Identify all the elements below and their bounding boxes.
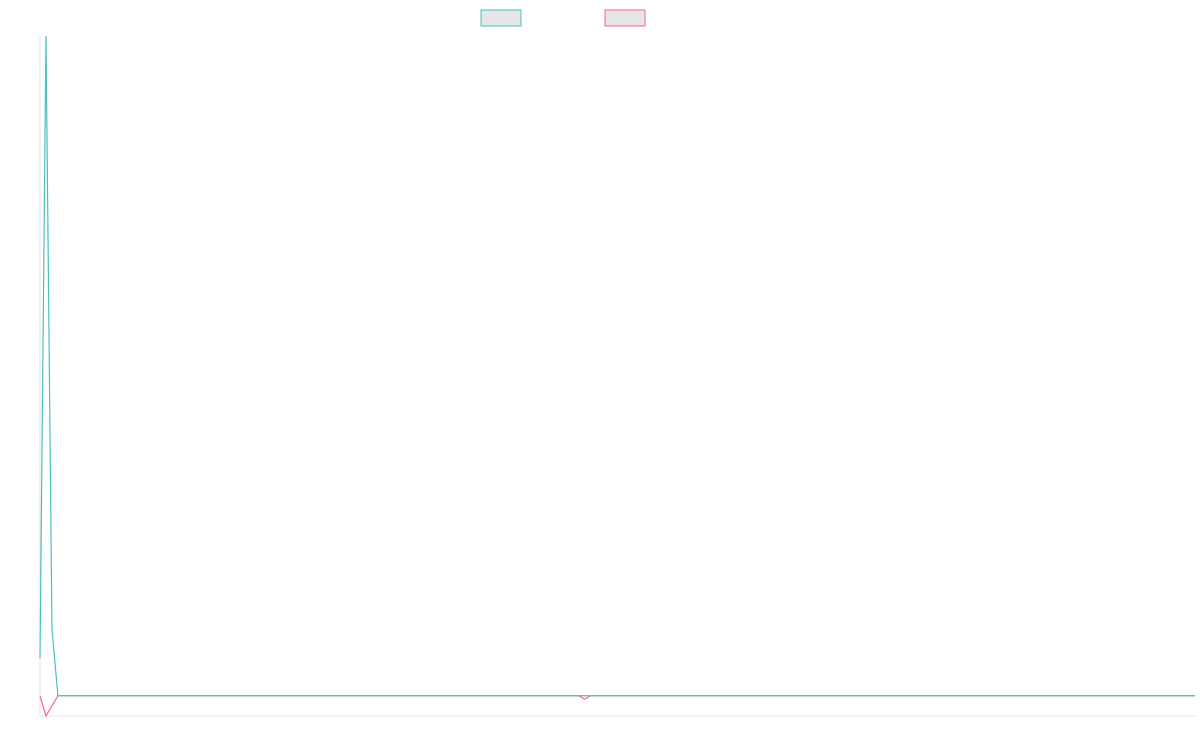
legend-swatch-1[interactable] [480,9,522,27]
series-layer [39,35,1195,718]
legend-swatch-2[interactable] [604,9,646,27]
series-line-1 [39,35,1195,697]
legend [480,9,646,27]
series-line-2 [39,695,1195,718]
